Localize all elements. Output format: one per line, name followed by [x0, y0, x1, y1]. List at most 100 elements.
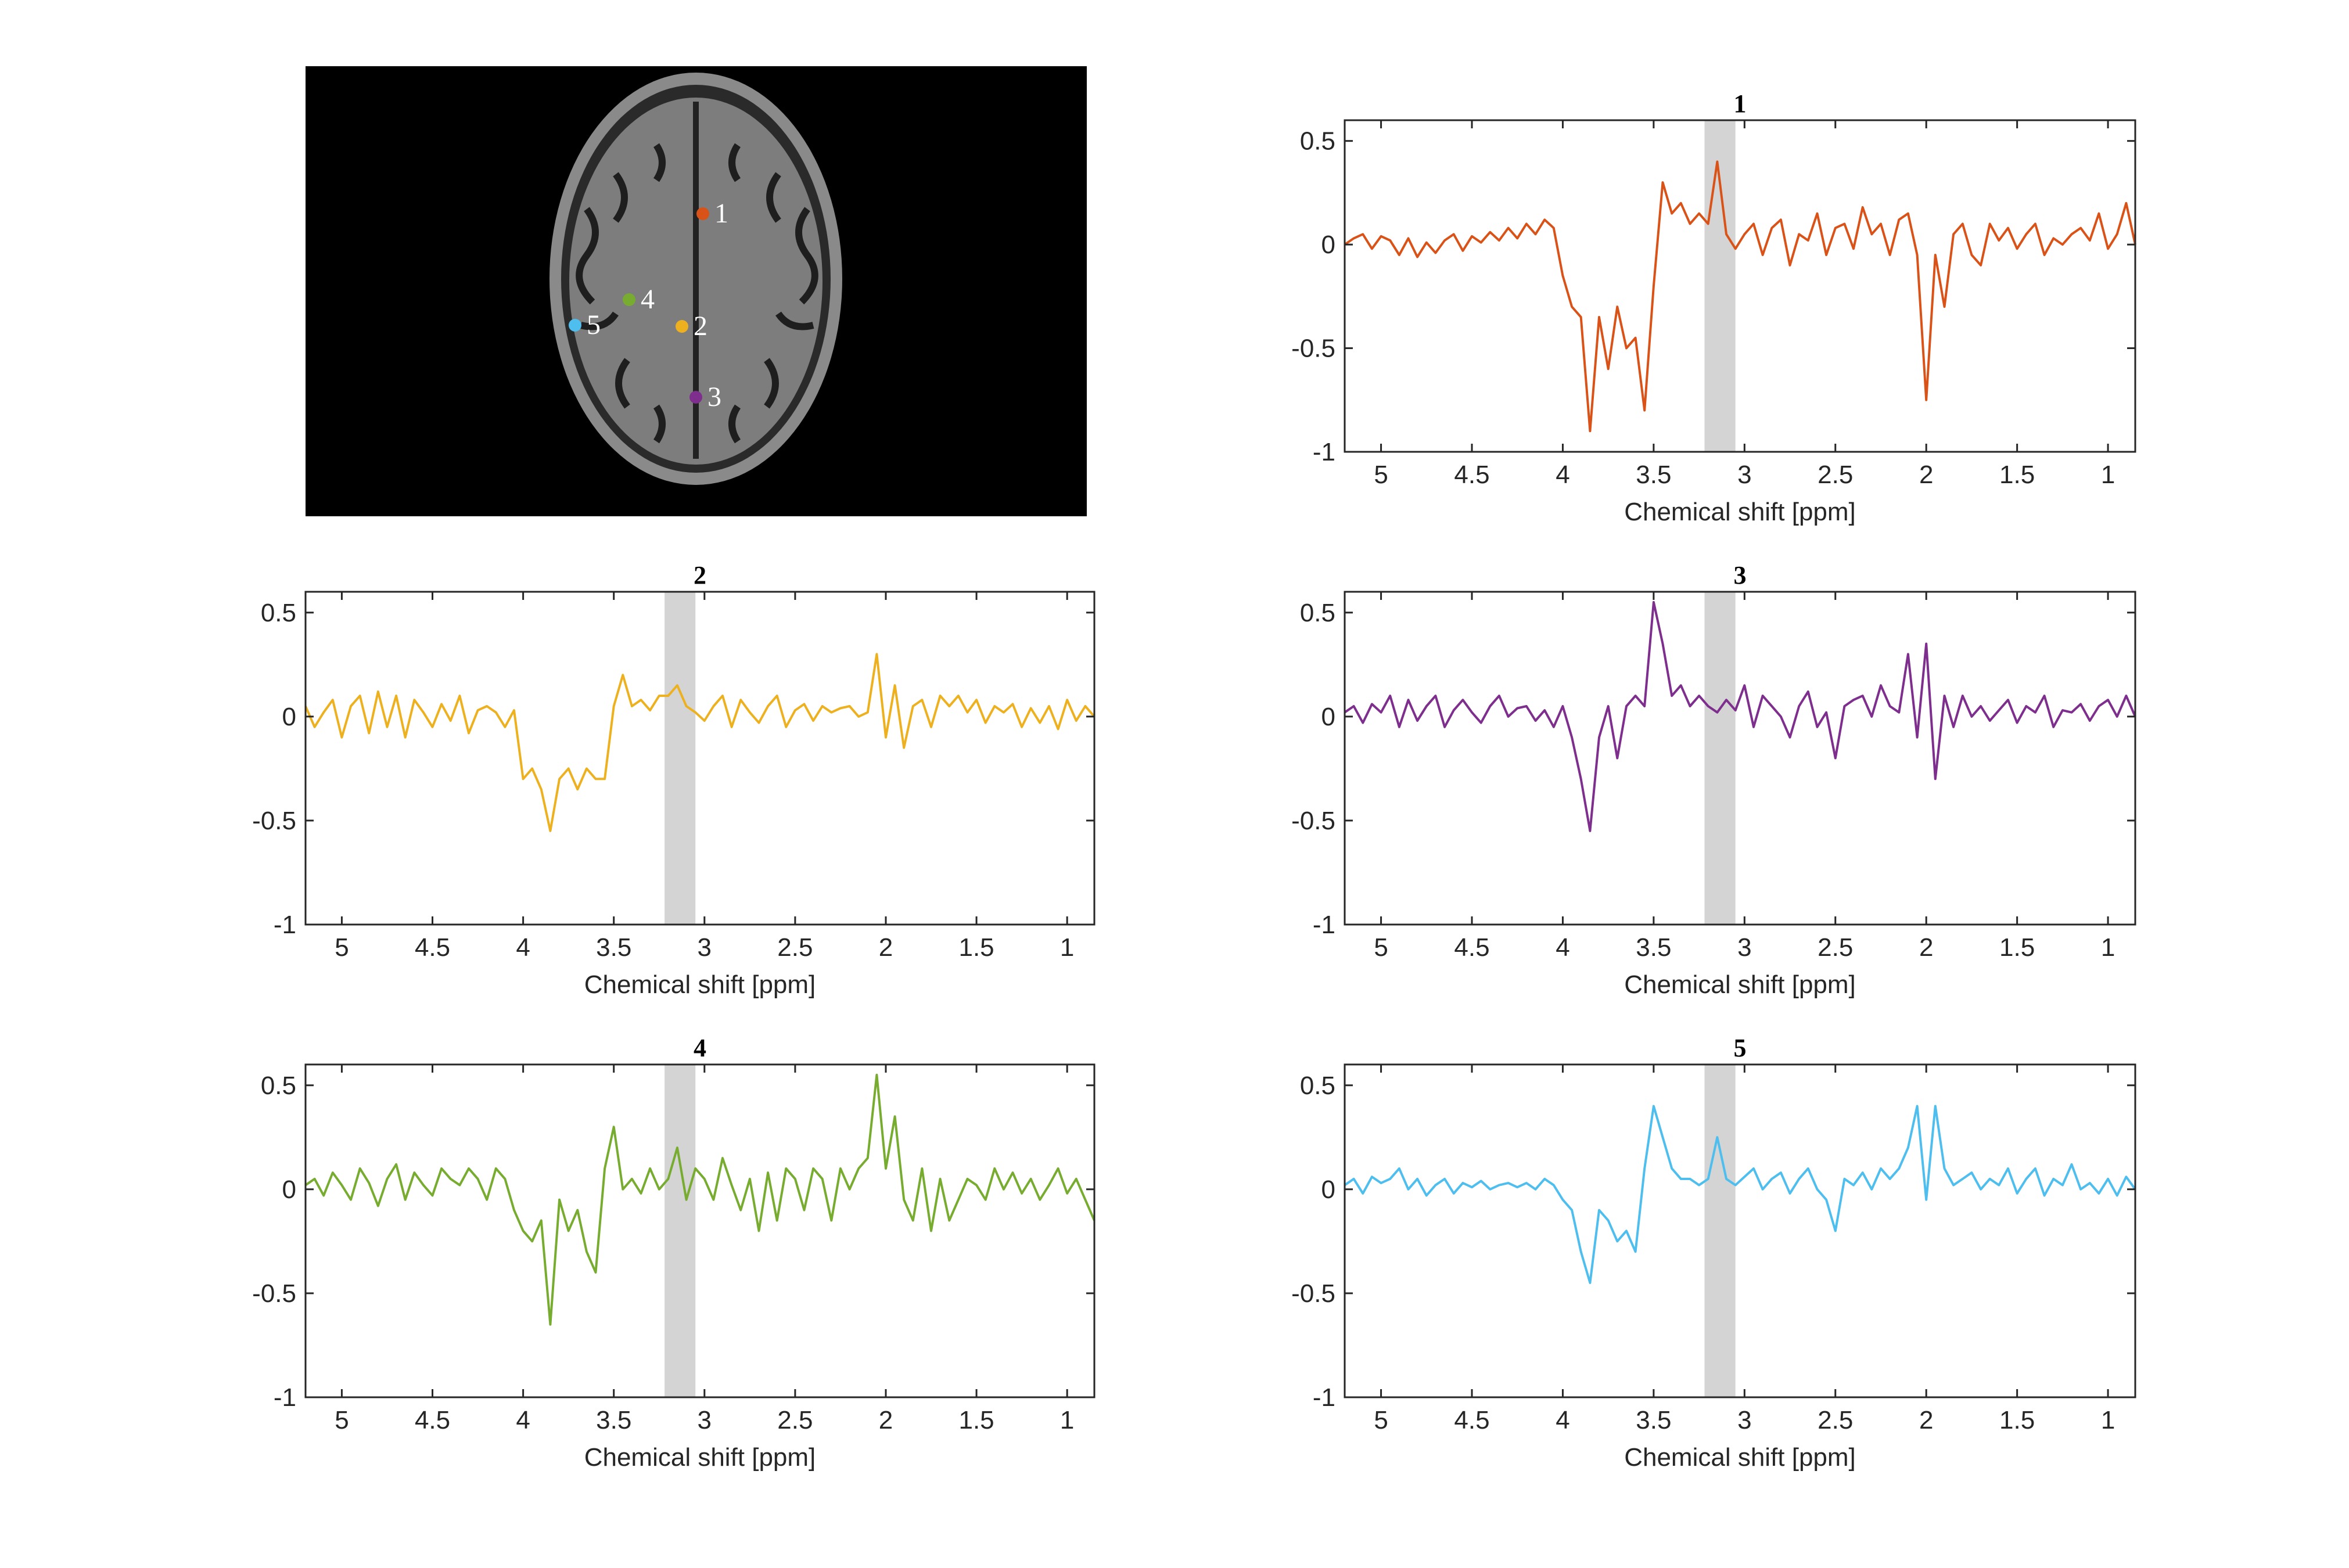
- shaded-region: [1704, 1064, 1736, 1397]
- shaded-region: [1704, 120, 1736, 452]
- x-tick-label: 4.5: [1454, 1406, 1489, 1434]
- x-tick-label: 1.5: [958, 1406, 994, 1434]
- chart-title: 4: [694, 1034, 706, 1062]
- y-tick-label: 0.5: [261, 1071, 296, 1100]
- chart-title: 2: [694, 561, 706, 589]
- chart-panel: 5 4.5 4 3.5 3 2.5 2 1.5 1 -1 -0.5 0 0.5 5 Chemical shi…: [1291, 1034, 2136, 1472]
- x-tick-label: 5: [335, 933, 349, 962]
- y-tick-label: -1: [274, 911, 296, 939]
- marker-dot: [696, 207, 709, 220]
- x-tick-label: 1.5: [1999, 1406, 2035, 1434]
- y-tick-label: 0.5: [1300, 1071, 1335, 1100]
- chart-title: 1: [1734, 89, 1747, 118]
- axes-box: [1344, 1063, 2136, 1398]
- x-tick-label: 4: [1556, 461, 1569, 489]
- y-tick-label: 0.5: [1300, 127, 1335, 156]
- x-tick-label: 4.5: [415, 933, 450, 962]
- y-tick-label: 0: [1321, 231, 1335, 259]
- x-tick-label: 1: [1060, 933, 1074, 962]
- chart-panel: 5 4.5 4 3.5 3 2.5 2 1.5 1 -1 -0.5 0 0.5 2 Chemical shi…: [252, 561, 1096, 999]
- axes-box: [304, 591, 1096, 926]
- image-markers: 1 2 3 4 5: [569, 198, 728, 412]
- marker-label: 2: [694, 311, 707, 341]
- y-tick-label: 0: [1321, 1175, 1335, 1204]
- x-tick-label: 2: [879, 933, 893, 962]
- y-tick-label: -0.5: [1291, 1279, 1335, 1308]
- x-tick-label: 3: [1737, 461, 1751, 489]
- x-tick-label: 5: [1374, 933, 1388, 962]
- x-tick-label: 2: [879, 1406, 893, 1434]
- x-tick-label: 2.5: [1818, 461, 1853, 489]
- chart-title: 5: [1734, 1034, 1747, 1062]
- axes-box: [1344, 591, 2136, 926]
- x-tick-label: 5: [1374, 461, 1388, 489]
- marker-label: 1: [714, 198, 728, 229]
- x-tick-label: 2.5: [777, 933, 813, 962]
- x-tick-label: 1: [2101, 1406, 2115, 1434]
- mri-image: [306, 66, 1087, 516]
- x-tick-label: 4: [1556, 1406, 1569, 1434]
- spectrum-line: [304, 1073, 1096, 1326]
- x-tick-label: 1.5: [1999, 933, 2035, 962]
- x-tick-label: 1.5: [958, 933, 994, 962]
- x-tick-label: 4.5: [1454, 461, 1489, 489]
- y-tick-label: -0.5: [1291, 807, 1335, 835]
- x-axis-label: Chemical shift [ppm]: [584, 970, 816, 999]
- chart-panel: 5 4.5 4 3.5 3 2.5 2 1.5 1 -1 -0.5 0 0.5 1 Chemical shi…: [1291, 89, 2136, 526]
- x-tick-label: 2: [1919, 933, 1933, 962]
- y-tick-label: -1: [1313, 438, 1335, 466]
- marker-dot: [569, 319, 581, 332]
- marker-label: 3: [707, 382, 721, 412]
- x-tick-label: 3.5: [1636, 461, 1671, 489]
- x-tick-label: 1: [2101, 461, 2115, 489]
- x-tick-label: 1: [2101, 933, 2115, 962]
- x-tick-label: 3.5: [596, 933, 631, 962]
- x-axis-label: Chemical shift [ppm]: [1624, 498, 1856, 526]
- x-tick-label: 3: [698, 1406, 712, 1434]
- x-tick-label: 1.5: [1999, 461, 2035, 489]
- sulci: [576, 143, 818, 444]
- x-tick-label: 2.5: [777, 1406, 813, 1434]
- y-tick-label: -0.5: [1291, 335, 1335, 363]
- shaded-region: [665, 1064, 696, 1397]
- x-tick-label: 5: [1374, 1406, 1388, 1434]
- x-axis-label: Chemical shift [ppm]: [584, 1443, 816, 1472]
- marker-label: 4: [641, 284, 655, 315]
- y-tick-label: 0.5: [1300, 599, 1335, 627]
- x-tick-label: 5: [335, 1406, 349, 1434]
- marker-dot: [676, 320, 688, 333]
- y-tick-label: -0.5: [252, 1279, 296, 1308]
- x-tick-label: 3: [1737, 933, 1751, 962]
- chart-panel: 5 4.5 4 3.5 3 2.5 2 1.5 1 -1 -0.5 0 0.5 3 Chemical shi…: [1291, 561, 2136, 999]
- x-tick-label: 3.5: [1636, 933, 1671, 962]
- x-tick-label: 2: [1919, 461, 1933, 489]
- spectrum-line: [1344, 1105, 2136, 1284]
- axes-box: [304, 1063, 1096, 1398]
- axes-box: [1344, 119, 2136, 453]
- y-tick-label: -1: [1313, 911, 1335, 939]
- x-tick-label: 2.5: [1818, 1406, 1853, 1434]
- x-tick-label: 4: [1556, 933, 1569, 962]
- y-tick-label: 0: [1321, 703, 1335, 731]
- x-tick-label: 3: [1737, 1406, 1751, 1434]
- marker-dot: [623, 293, 635, 306]
- spectrum-line: [304, 653, 1096, 832]
- x-tick-label: 3: [698, 933, 712, 962]
- x-tick-label: 3.5: [1636, 1406, 1671, 1434]
- spectrum-line: [1344, 600, 2136, 832]
- x-tick-label: 4.5: [1454, 933, 1489, 962]
- shaded-region: [1704, 592, 1736, 925]
- y-tick-label: 0: [282, 703, 296, 731]
- x-axis-label: Chemical shift [ppm]: [1624, 970, 1856, 999]
- x-tick-label: 4: [516, 933, 530, 962]
- y-tick-label: 0.5: [261, 599, 296, 627]
- chart-panel: 5 4.5 4 3.5 3 2.5 2 1.5 1 -1 -0.5 0 0.5 4 Chemical shi…: [252, 1034, 1096, 1472]
- marker-dot: [689, 391, 702, 404]
- y-tick-label: -0.5: [252, 807, 296, 835]
- spectrum-line: [1344, 160, 2136, 433]
- shaded-region: [665, 592, 696, 925]
- x-tick-label: 3.5: [596, 1406, 631, 1434]
- x-axis-label: Chemical shift [ppm]: [1624, 1443, 1856, 1472]
